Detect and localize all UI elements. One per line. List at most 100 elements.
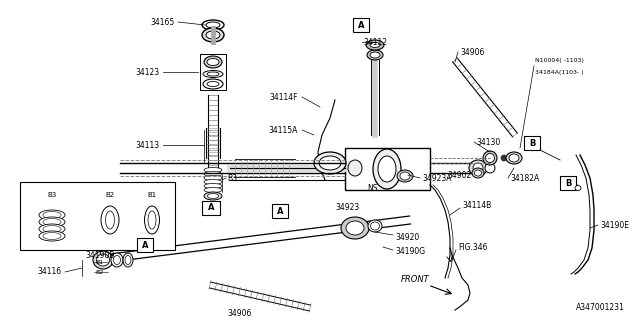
Ellipse shape [397, 170, 413, 182]
Text: 34190G: 34190G [395, 247, 425, 257]
Ellipse shape [469, 160, 487, 176]
Text: 34184A(1103- ): 34184A(1103- ) [535, 69, 584, 75]
Ellipse shape [39, 217, 65, 227]
Text: A347001231: A347001231 [576, 303, 625, 313]
Text: A: A [141, 241, 148, 250]
Text: 34115A: 34115A [269, 125, 298, 134]
Bar [202, 201, 220, 215]
Text: 34902: 34902 [448, 171, 472, 180]
Ellipse shape [93, 251, 113, 269]
Text: A: A [276, 206, 284, 215]
Bar [524, 136, 540, 150]
Ellipse shape [43, 226, 61, 233]
Text: 34113: 34113 [136, 140, 160, 149]
Text: 34920: 34920 [395, 234, 419, 243]
Ellipse shape [506, 152, 522, 164]
Ellipse shape [204, 167, 222, 172]
Text: B: B [529, 139, 535, 148]
Ellipse shape [204, 188, 222, 193]
Text: FRONT: FRONT [401, 276, 429, 284]
Ellipse shape [43, 233, 61, 239]
Text: B2: B2 [106, 192, 115, 198]
Ellipse shape [39, 224, 65, 234]
Text: 34130: 34130 [476, 138, 500, 147]
Ellipse shape [473, 163, 483, 173]
Text: 34190E: 34190E [600, 220, 629, 229]
Text: 34165: 34165 [151, 18, 175, 27]
Bar [560, 176, 576, 190]
Ellipse shape [314, 152, 346, 174]
Text: B2: B2 [95, 269, 103, 275]
Text: B1: B1 [147, 192, 157, 198]
Ellipse shape [472, 168, 484, 178]
Ellipse shape [485, 163, 495, 173]
Ellipse shape [204, 172, 222, 177]
Ellipse shape [204, 183, 222, 188]
Text: B: B [565, 179, 571, 188]
Text: N10004( -1103): N10004( -1103) [535, 58, 584, 62]
Text: B1: B1 [95, 260, 103, 265]
Ellipse shape [207, 194, 218, 198]
Ellipse shape [204, 56, 222, 68]
Ellipse shape [368, 220, 382, 232]
Text: 34112: 34112 [363, 37, 387, 46]
Ellipse shape [123, 253, 133, 267]
Ellipse shape [206, 22, 220, 28]
Ellipse shape [474, 170, 481, 176]
Text: 34190B: 34190B [85, 251, 115, 260]
Ellipse shape [370, 43, 380, 47]
Ellipse shape [207, 59, 219, 66]
Ellipse shape [204, 180, 222, 185]
Bar [353, 18, 369, 32]
Ellipse shape [106, 211, 115, 229]
Ellipse shape [367, 50, 383, 60]
Ellipse shape [366, 40, 384, 50]
Ellipse shape [111, 253, 123, 267]
Text: 34906: 34906 [460, 47, 484, 57]
Ellipse shape [113, 255, 120, 265]
Ellipse shape [373, 149, 401, 189]
Text: 34182A: 34182A [510, 173, 540, 182]
Text: 34123: 34123 [136, 68, 160, 76]
Ellipse shape [509, 154, 519, 162]
Text: 34114B: 34114B [462, 201, 492, 210]
Ellipse shape [206, 31, 220, 39]
Ellipse shape [148, 211, 156, 229]
Text: 34923A: 34923A [422, 173, 451, 182]
Ellipse shape [39, 210, 65, 220]
Ellipse shape [202, 28, 224, 42]
Ellipse shape [125, 255, 131, 265]
Ellipse shape [483, 151, 497, 165]
Ellipse shape [378, 156, 396, 182]
Text: A: A [208, 204, 214, 212]
Ellipse shape [371, 222, 380, 230]
Ellipse shape [348, 160, 362, 176]
Text: A: A [358, 20, 364, 29]
Ellipse shape [319, 156, 341, 170]
Ellipse shape [101, 206, 119, 234]
Text: 34116: 34116 [38, 268, 62, 276]
Ellipse shape [370, 52, 380, 58]
Ellipse shape [204, 175, 222, 180]
Text: 34923: 34923 [336, 203, 360, 212]
Ellipse shape [97, 254, 109, 266]
Bar [345, 148, 430, 190]
Text: NS: NS [367, 183, 377, 193]
Bar [20, 182, 175, 250]
Ellipse shape [43, 219, 61, 226]
Ellipse shape [43, 212, 61, 219]
Ellipse shape [501, 155, 507, 161]
Ellipse shape [341, 217, 369, 239]
Text: FIG.346: FIG.346 [458, 244, 488, 252]
Ellipse shape [486, 154, 495, 163]
Text: 34114F: 34114F [269, 92, 298, 101]
Bar [272, 204, 288, 218]
Ellipse shape [346, 221, 364, 235]
Ellipse shape [39, 231, 65, 241]
Ellipse shape [400, 172, 410, 180]
Ellipse shape [204, 192, 222, 200]
Text: B3: B3 [227, 173, 237, 182]
Ellipse shape [575, 186, 581, 190]
Text: B3: B3 [47, 192, 56, 198]
Ellipse shape [202, 20, 224, 30]
